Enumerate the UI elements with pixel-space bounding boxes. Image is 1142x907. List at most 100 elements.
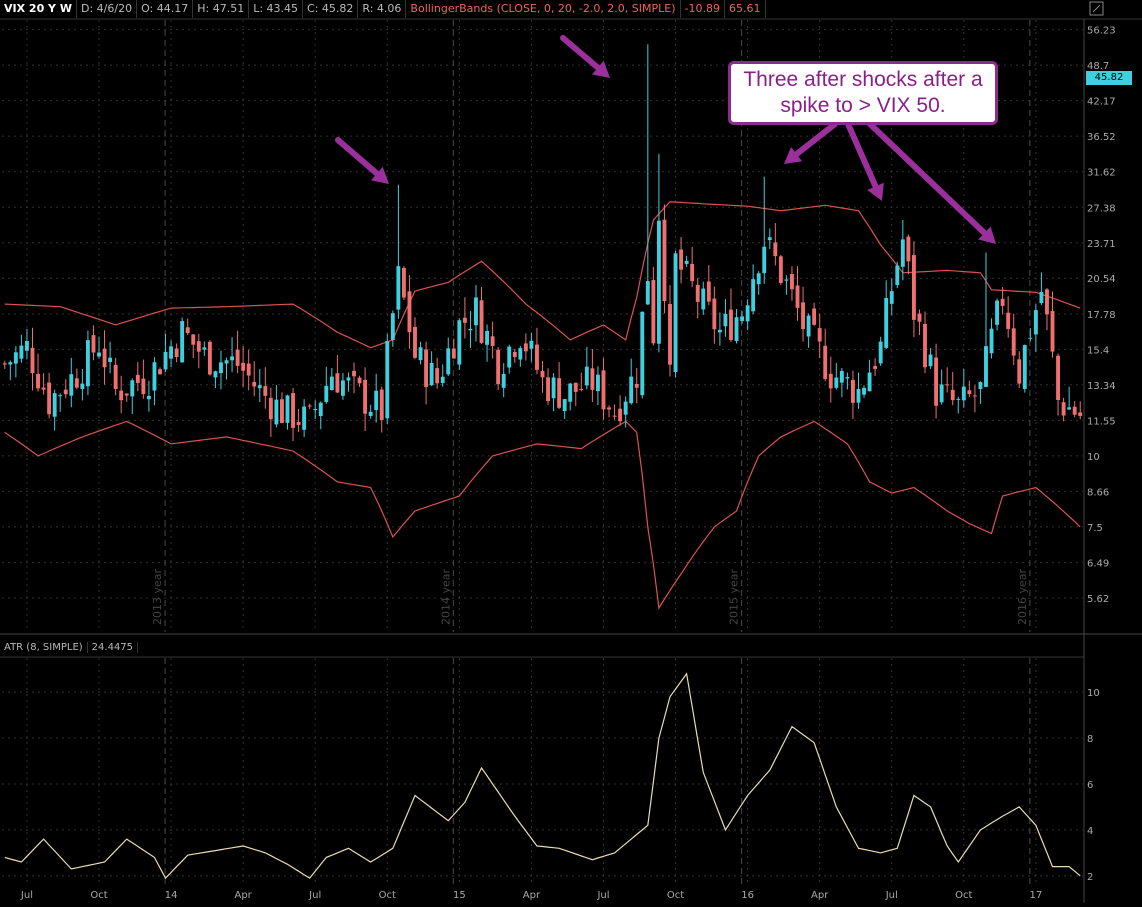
candle-body[interactable] (535, 344, 539, 370)
candle-body[interactable] (507, 346, 512, 368)
candle-body[interactable] (146, 395, 151, 400)
candle-body[interactable] (607, 407, 611, 410)
candle-body[interactable] (1006, 312, 1011, 330)
candle-body[interactable] (97, 352, 101, 357)
candle-body[interactable] (424, 349, 429, 387)
candle-body[interactable] (801, 302, 805, 330)
candle-body[interactable] (856, 389, 861, 403)
candle-body[interactable] (80, 383, 85, 389)
candle-body[interactable] (584, 366, 589, 386)
candle-body[interactable] (318, 402, 323, 417)
candle-body[interactable] (978, 382, 983, 390)
candle-body[interactable] (368, 411, 373, 416)
candle-body[interactable] (828, 373, 833, 389)
candle-body[interactable] (1050, 311, 1055, 352)
candle-body[interactable] (950, 389, 955, 401)
candle-body[interactable] (740, 316, 745, 321)
candle-body[interactable] (867, 372, 872, 392)
candle-body[interactable] (645, 281, 650, 305)
candle-body[interactable] (124, 393, 129, 396)
candle-body[interactable] (640, 311, 645, 396)
candle-body[interactable] (185, 327, 190, 334)
candle-body[interactable] (19, 345, 24, 359)
candle-body[interactable] (551, 377, 556, 399)
candle-body[interactable] (695, 284, 700, 302)
candle-body[interactable] (601, 370, 606, 410)
bollinger-study-label[interactable]: BollingerBands (CLOSE, 0, 20, -2.0, 2.0,… (406, 0, 681, 18)
candle-body[interactable] (296, 421, 301, 425)
candle-body[interactable] (490, 336, 495, 346)
candle-body[interactable] (612, 415, 617, 417)
candle-body[interactable] (773, 242, 778, 257)
candle-body[interactable] (889, 291, 894, 304)
candle-body[interactable] (690, 263, 695, 282)
candle-body[interactable] (906, 236, 911, 262)
candle-body[interactable] (540, 370, 545, 378)
candle-body[interactable] (579, 388, 584, 390)
candle-body[interactable] (851, 379, 855, 403)
candle-body[interactable] (213, 371, 218, 378)
candle-body[interactable] (1056, 355, 1060, 400)
candle-body[interactable] (790, 274, 794, 290)
candle-body[interactable] (501, 373, 506, 388)
candle-body[interactable] (884, 298, 889, 348)
candle-body[interactable] (684, 260, 689, 264)
candle-body[interactable] (196, 341, 201, 352)
candle-body[interactable] (1078, 412, 1083, 416)
candle-body[interactable] (335, 373, 340, 393)
candle-body[interactable] (961, 386, 966, 401)
candle-body[interactable] (85, 340, 90, 387)
candle-body[interactable] (839, 370, 844, 383)
candle-body[interactable] (923, 324, 927, 368)
candle-body[interactable] (135, 374, 140, 383)
candle-body[interactable] (130, 380, 135, 397)
candle-body[interactable] (939, 384, 944, 403)
candle-body[interactable] (2, 363, 7, 365)
candle-body[interactable] (268, 397, 273, 420)
candle-body[interactable] (207, 341, 212, 375)
candle-body[interactable] (313, 408, 318, 411)
candle-body[interactable] (529, 340, 534, 349)
candle-body[interactable] (13, 352, 18, 364)
candle-body[interactable] (91, 335, 96, 353)
candle-body[interactable] (113, 364, 118, 390)
candle-body[interactable] (379, 389, 384, 420)
candle-body[interactable] (119, 390, 124, 401)
candle-body[interactable] (629, 376, 634, 404)
candle-body[interactable] (440, 376, 445, 383)
candle-body[interactable] (767, 237, 772, 241)
candle-body[interactable] (717, 329, 722, 333)
candle-body[interactable] (390, 313, 395, 341)
candle-body[interactable] (817, 328, 822, 342)
candle-body[interactable] (52, 393, 57, 417)
candle-body[interactable] (329, 376, 334, 391)
symbol-label[interactable]: VIX 20 Y W (0, 0, 77, 18)
candle-body[interactable] (407, 291, 412, 333)
candle-body[interactable] (656, 220, 661, 344)
candle-body[interactable] (241, 362, 246, 371)
candle-body[interactable] (1028, 337, 1033, 339)
candle-body[interactable] (729, 309, 733, 341)
candle-body[interactable] (911, 255, 916, 320)
candle-body[interactable] (562, 399, 567, 412)
candle-body[interactable] (679, 249, 684, 270)
candle-body[interactable] (1022, 345, 1027, 389)
candle-body[interactable] (163, 351, 168, 370)
candle-body[interactable] (756, 273, 761, 285)
candle-body[interactable] (374, 390, 379, 411)
candle-body[interactable] (972, 395, 977, 397)
candle-body[interactable] (357, 377, 362, 384)
candle-body[interactable] (1033, 310, 1038, 335)
candle-body[interactable] (385, 340, 390, 419)
candle-body[interactable] (418, 347, 423, 361)
candle-body[interactable] (69, 374, 74, 396)
candle-body[interactable] (446, 348, 451, 375)
candle-body[interactable] (174, 348, 179, 357)
candle-body[interactable] (141, 378, 146, 395)
candle-body[interactable] (263, 386, 268, 396)
candle-body[interactable] (873, 366, 878, 369)
candle-body[interactable] (63, 389, 68, 395)
candle-body[interactable] (1067, 407, 1072, 410)
candle-body[interactable] (74, 378, 79, 388)
candle-body[interactable] (956, 398, 961, 400)
